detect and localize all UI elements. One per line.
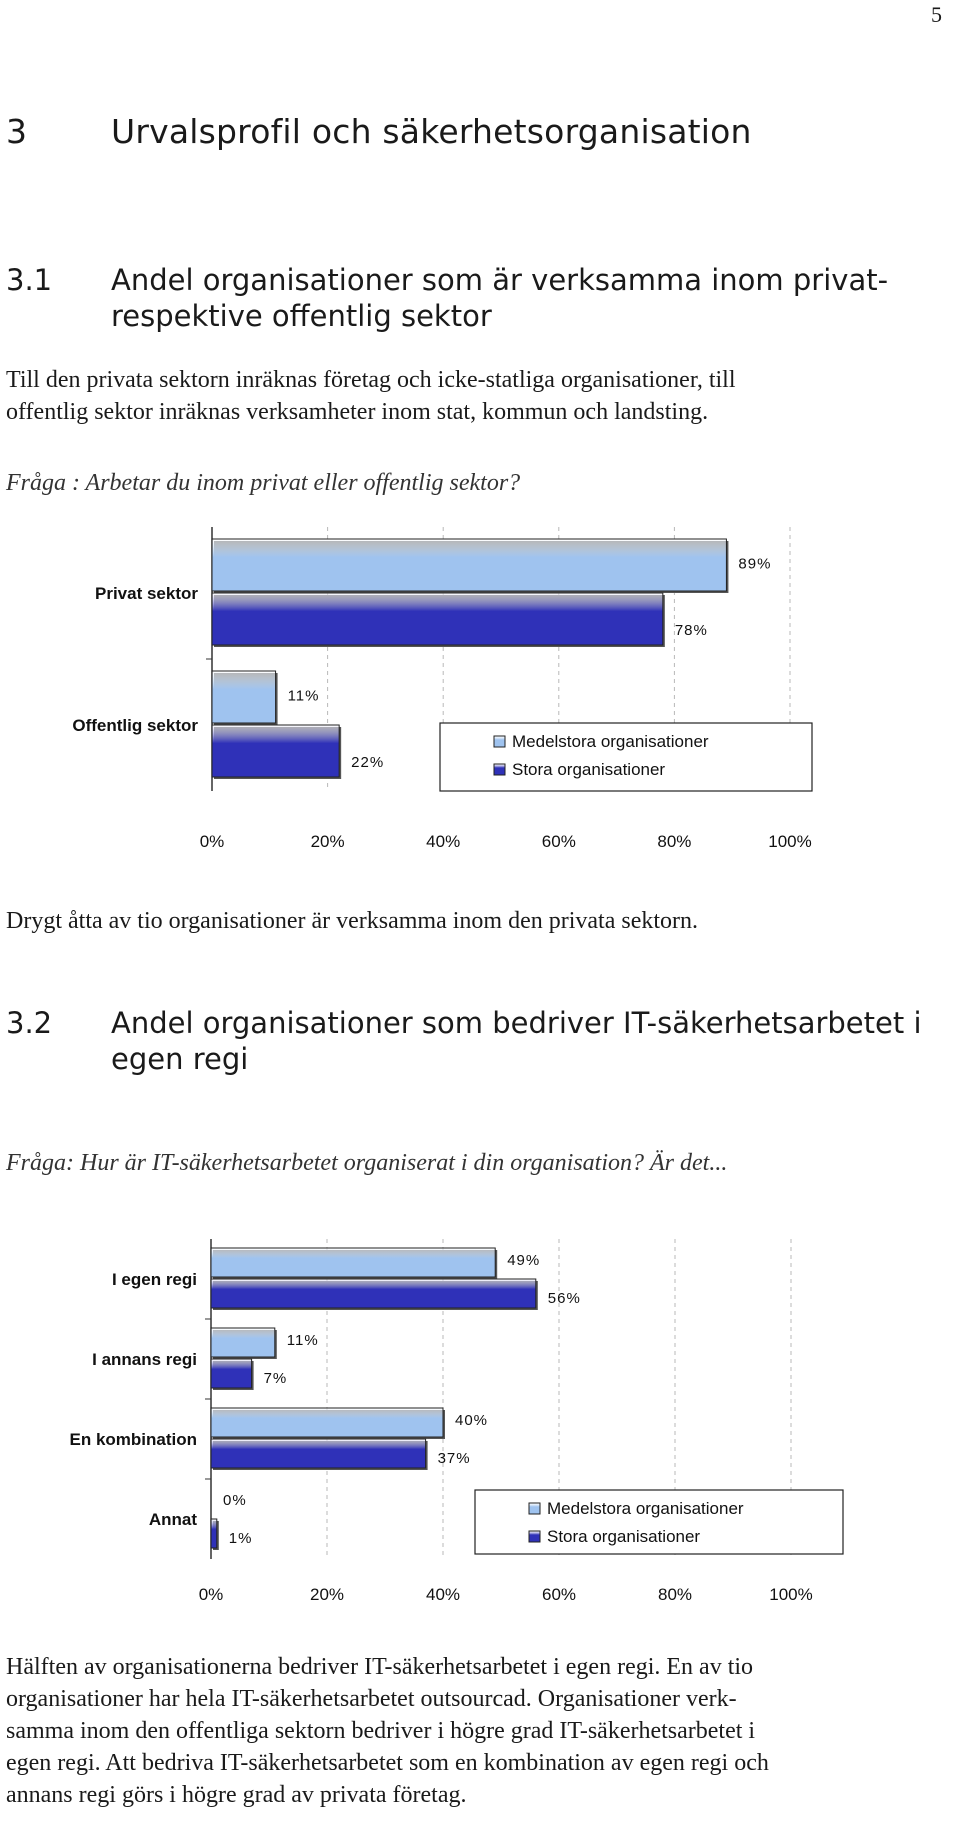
bar — [210, 1407, 444, 1438]
legend-label: Medelstora organisationer — [512, 732, 709, 751]
data-label: 89% — [738, 556, 771, 573]
legend-swatch — [528, 1530, 541, 1543]
sector-chart: 0% 20% 40% 60% 80% 100% Privat sektor 89% 78% Off… — [0, 525, 960, 870]
bar — [210, 1438, 427, 1469]
category-label: En kombination — [70, 1430, 198, 1449]
data-label: 78% — [675, 622, 708, 639]
legend-label: Medelstora organisationer — [547, 1499, 744, 1518]
data-label: 11% — [288, 688, 320, 705]
category-label: Offentlig sektor — [72, 716, 198, 735]
paragraph-line: offentlig sektor inräknas verksamheter i… — [6, 399, 709, 425]
subsection-number: 3.1 — [6, 263, 53, 297]
data-label: 37% — [438, 1450, 471, 1467]
subsection-title-line: egen regi — [111, 1042, 249, 1076]
data-label: 40% — [455, 1412, 488, 1429]
regi-bar-chart: 0% 20% 40% 60% 80% 100% I egen regi 49% 56% I ann… — [70, 1239, 844, 1604]
category-label: Annat — [149, 1510, 198, 1529]
data-label: 11% — [287, 1332, 319, 1349]
paragraph-line: Hälften av organisationerna bedriver IT-… — [6, 1654, 754, 1680]
bar — [211, 724, 340, 778]
regi-conclusion: Hälften av organisationerna bedriver IT-… — [6, 1651, 936, 1811]
bar — [210, 1278, 537, 1309]
x-tick-label: 0% — [199, 1585, 224, 1604]
page-number: 5 — [931, 2, 942, 27]
legend-box — [439, 722, 813, 792]
legend-label: Stora organisationer — [512, 760, 665, 779]
x-tick-label: 40% — [426, 1585, 460, 1604]
survey-question: Fråga: Hur är IT-säkerhetsarbetet organi… — [6, 1150, 728, 1176]
paragraph-line: organisationer har hela IT-säkerhetsarbe… — [6, 1686, 737, 1712]
bar — [210, 1518, 218, 1549]
data-label: 22% — [351, 754, 384, 771]
survey-question: Fråga : Arbetar du inom privat eller off… — [6, 470, 521, 496]
bar — [211, 670, 277, 724]
bar — [210, 1327, 276, 1358]
subsection-heading-3-2: 3.2 Andel organisationer som bedriver IT… — [6, 1005, 922, 1077]
sector-bar-chart: 0% 20% 40% 60% 80% 100% Privat sektor 89% 78% Off… — [72, 527, 813, 851]
x-tick-label: 100% — [769, 1585, 812, 1604]
x-tick-label: 80% — [658, 1585, 692, 1604]
x-tick-label: 20% — [311, 832, 345, 851]
sector-conclusion: Drygt åtta av tio organisationer är verk… — [6, 908, 699, 934]
x-tick-label: 80% — [657, 832, 691, 851]
paragraph-line: Till den privata sektorn inräknas företa… — [6, 367, 736, 393]
x-tick-label: 60% — [542, 832, 576, 851]
category-label: Privat sektor — [95, 584, 198, 603]
subsection-number: 3.2 — [6, 1006, 53, 1040]
x-tick-label: 0% — [200, 832, 225, 851]
data-label: 7% — [264, 1370, 288, 1387]
x-tick-label: 100% — [768, 832, 811, 851]
intro-paragraph: Till den privata sektorn inräknas företa… — [6, 364, 936, 428]
paragraph-line: samma inom den offentliga sektorn bedriv… — [6, 1718, 756, 1744]
legend-swatch — [493, 763, 506, 776]
data-label: 1% — [229, 1530, 253, 1547]
x-tick-label: 40% — [426, 832, 460, 851]
data-label: 49% — [507, 1252, 540, 1269]
subsection-title-line: Andel organisationer som är verksamma in… — [111, 263, 889, 297]
x-tick-label: 20% — [310, 1585, 344, 1604]
legend-label: Stora organisationer — [547, 1527, 700, 1546]
paragraph-line: egen regi. Att bedriva IT-säkerhetsarbet… — [6, 1750, 769, 1776]
bar — [210, 1247, 496, 1278]
category-label: I annans regi — [92, 1350, 197, 1369]
section-title: Urvalsprofil och säkerhetsorganisation — [111, 112, 752, 151]
data-label: 56% — [548, 1290, 581, 1307]
data-label: 0% — [223, 1492, 247, 1509]
section-number: 3 — [6, 112, 28, 151]
x-tick-label: 60% — [542, 1585, 576, 1604]
bar — [211, 538, 727, 592]
bar — [211, 592, 664, 646]
category-label: I egen regi — [112, 1270, 197, 1289]
legend-box — [474, 1489, 844, 1555]
paragraph-line: annans regi görs i högre grad av privata… — [6, 1782, 467, 1808]
section-heading: 3 Urvalsprofil och säkerhetsorganisation — [6, 112, 752, 151]
legend-swatch — [493, 735, 506, 748]
subsection-heading-3-1: 3.1 Andel organisationer som är verksamm… — [6, 262, 888, 334]
regi-chart: 0% 20% 40% 60% 80% 100% I egen regi 49% 56% I ann… — [0, 1228, 960, 1613]
legend-swatch — [528, 1502, 541, 1515]
bar — [210, 1358, 253, 1389]
subsection-title-line: respektive offentlig sektor — [111, 299, 492, 333]
subsection-title-line: Andel organisationer som bedriver IT-säk… — [111, 1006, 922, 1040]
